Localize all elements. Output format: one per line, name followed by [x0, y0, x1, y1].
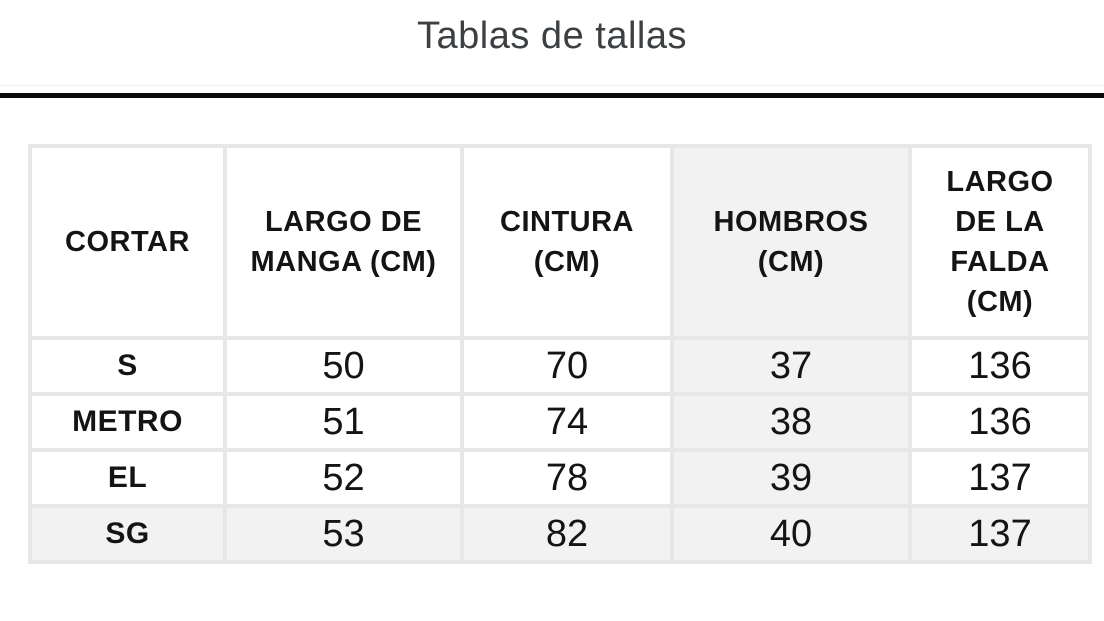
table-row-s: S 50 70 37 136	[28, 336, 1092, 396]
measurement-cell: 137	[908, 448, 1092, 508]
measurement-cell: 136	[908, 336, 1092, 396]
row-label: METRO	[28, 392, 227, 452]
row-label: SG	[28, 504, 227, 564]
measurement-cell: 136	[908, 392, 1092, 452]
size-chart-table: CORTAR LARGO DE MANGA (CM) CINTURA (CM) …	[28, 144, 1092, 564]
table-row-metro: METRO 51 74 38 136	[28, 392, 1092, 452]
measurement-cell: 40	[670, 504, 912, 564]
page-title: Tablas de tallas	[417, 15, 687, 57]
column-header-skirt-length: LARGO DE LA FALDA (CM)	[908, 144, 1092, 340]
row-label: EL	[28, 448, 227, 508]
measurement-cell: 82	[460, 504, 674, 564]
measurement-cell: 37	[670, 336, 912, 396]
measurement-cell: 53	[223, 504, 464, 564]
measurement-cell: 137	[908, 504, 1092, 564]
column-header-waist: CINTURA (CM)	[460, 144, 674, 340]
measurement-cell: 74	[460, 392, 674, 452]
title-block: Tablas de tallas	[0, 0, 1104, 86]
table-header-row: CORTAR LARGO DE MANGA (CM) CINTURA (CM) …	[28, 144, 1092, 340]
measurement-cell: 38	[670, 392, 912, 452]
measurement-cell: 78	[460, 448, 674, 508]
column-header-shoulders: HOMBROS (CM)	[670, 144, 912, 340]
measurement-cell: 50	[223, 336, 464, 396]
table-row-sg: SG 53 82 40 137	[28, 504, 1092, 564]
measurement-cell: 70	[460, 336, 674, 396]
measurement-cell: 51	[223, 392, 464, 452]
table-row-el: EL 52 78 39 137	[28, 448, 1092, 508]
measurement-cell: 52	[223, 448, 464, 508]
column-header-cut: CORTAR	[28, 144, 227, 340]
column-header-sleeve-length: LARGO DE MANGA (CM)	[223, 144, 464, 340]
measurement-cell: 39	[670, 448, 912, 508]
row-label: S	[28, 336, 227, 396]
section-divider	[0, 93, 1104, 98]
